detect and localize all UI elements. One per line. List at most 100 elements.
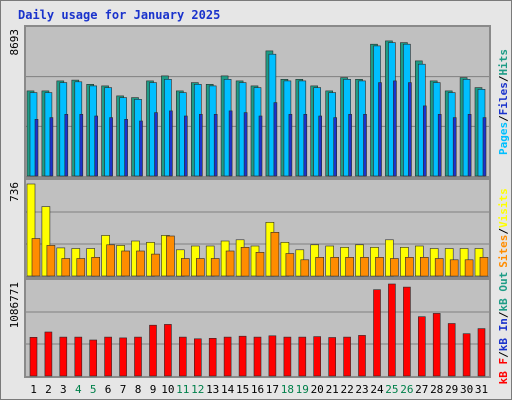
bar-kb-f-day-24 [373,289,381,377]
bar-sites-day-2 [46,245,56,277]
bar-pages-day-15 [243,112,248,177]
right-legend: Pages/Files/Hits [497,49,510,155]
bar-pages-day-3 [64,114,69,177]
bar-kb-f-day-5 [89,339,97,377]
bar-pages-day-22 [348,114,352,177]
bar-sites-day-19 [300,259,310,277]
bar-kb-f-day-19 [298,336,307,377]
bar-sites-day-12 [196,258,205,277]
bars-requests [26,40,487,177]
day-label-26: 26 [400,383,413,396]
day-label-27: 27 [415,383,428,396]
day-label-22: 22 [340,383,353,396]
bar-sites-day-14 [225,250,235,277]
bar-kb-f-day-14 [223,336,232,377]
bar-sites-day-22 [345,256,354,277]
bar-sites-day-10 [166,235,175,277]
bar-pages-day-5 [94,115,98,177]
bar-kb-f-day-13 [208,337,217,377]
day-label-23: 23 [355,383,368,396]
bar-sites-day-24 [375,256,384,277]
bar-visits-day-25 [385,239,394,277]
bar-sites-day-15 [240,247,250,277]
legend-kb-out: kB Out [497,272,510,312]
bar-pages-day-16 [258,115,263,177]
bar-pages-day-14 [228,110,233,177]
bar-sites-day-9 [151,253,160,277]
bar-kb-f-day-31 [477,328,486,377]
bar-pages-day-1 [34,119,39,177]
bar-sites-day-18 [285,253,295,277]
panel-requests: 8693 Pages/Files/Hits [8,25,510,178]
bar-sites-day-17 [270,232,280,277]
y-max-label: 1086771 [8,282,21,328]
legend-kb-in: kB In [497,318,510,351]
bar-kb-f-day-23 [358,335,366,377]
legend-pages: Pages [497,122,510,155]
day-label-24: 24 [370,383,384,396]
legend-kb-f: kB F [497,358,510,385]
day-label-7: 7 [120,383,127,396]
bar-sites-day-13 [210,258,220,277]
day-label-29: 29 [445,383,458,396]
bar-sites-day-16 [255,252,265,277]
legend-hits: Hits [497,49,510,76]
bar-kb-f-day-16 [253,336,262,377]
day-label-28: 28 [430,383,443,396]
bar-kb-f-day-3 [59,336,68,377]
bar-pages-day-11 [184,115,188,177]
legend-sites: Sites [497,235,510,268]
bar-sites-day-11 [181,258,190,277]
day-label-17: 17 [266,383,279,396]
day-label-16: 16 [251,383,264,396]
bar-sites-day-21 [330,256,340,277]
day-label-11: 11 [176,383,189,396]
day-label-21: 21 [326,383,339,396]
bar-sites-day-7 [121,250,130,277]
bar-visits-day-1 [26,183,36,277]
bar-sites-day-31 [479,256,489,277]
y-max-label: 736 [8,182,21,202]
bar-pages-day-19 [303,114,308,177]
bar-pages-day-10 [169,110,173,177]
day-label-2: 2 [45,383,52,396]
bar-pages-day-2 [49,117,54,177]
bar-kb-f-day-9 [149,324,157,377]
bar-pages-day-18 [288,114,293,177]
bar-pages-day-24 [378,82,382,177]
bar-kb-f-day-8 [134,336,142,377]
day-label-31: 31 [475,383,488,396]
day-label-15: 15 [236,383,249,396]
bar-kb-f-day-28 [432,313,441,377]
bar-sites-day-6 [106,244,115,277]
day-label-18: 18 [281,383,294,396]
day-label-19: 19 [296,383,309,396]
bar-kb-f-day-12 [194,338,202,377]
bar-kb-f-day-18 [283,336,292,377]
bar-pages-day-12 [199,114,203,177]
day-label-5: 5 [90,383,97,396]
bar-pages-day-13 [213,114,218,177]
day-label-13: 13 [206,383,219,396]
legend-visits: Visits [497,188,510,228]
day-label-12: 12 [191,383,204,396]
bar-pages-day-9 [154,112,158,177]
bar-kb-f-day-26 [403,286,411,377]
day-label-9: 9 [150,383,157,396]
bar-sites-day-27 [419,256,429,277]
bar-kb-f-day-21 [328,337,337,377]
bar-pages-day-26 [408,82,412,177]
bar-pages-day-25 [393,80,397,177]
right-legend: Sites/Visits [497,188,510,268]
bar-pages-day-29 [452,117,457,177]
bar-kb-f-day-27 [417,316,426,377]
day-label-20: 20 [311,383,324,396]
bar-sites-day-26 [405,256,414,277]
bar-pages-day-4 [79,114,84,177]
panel-visits: 736 Sites/Visits [8,178,510,278]
bar-pages-day-28 [437,114,442,177]
bars-visits [26,183,489,277]
bar-visits-day-2 [41,206,51,277]
bar-kb-f-day-2 [44,331,53,377]
